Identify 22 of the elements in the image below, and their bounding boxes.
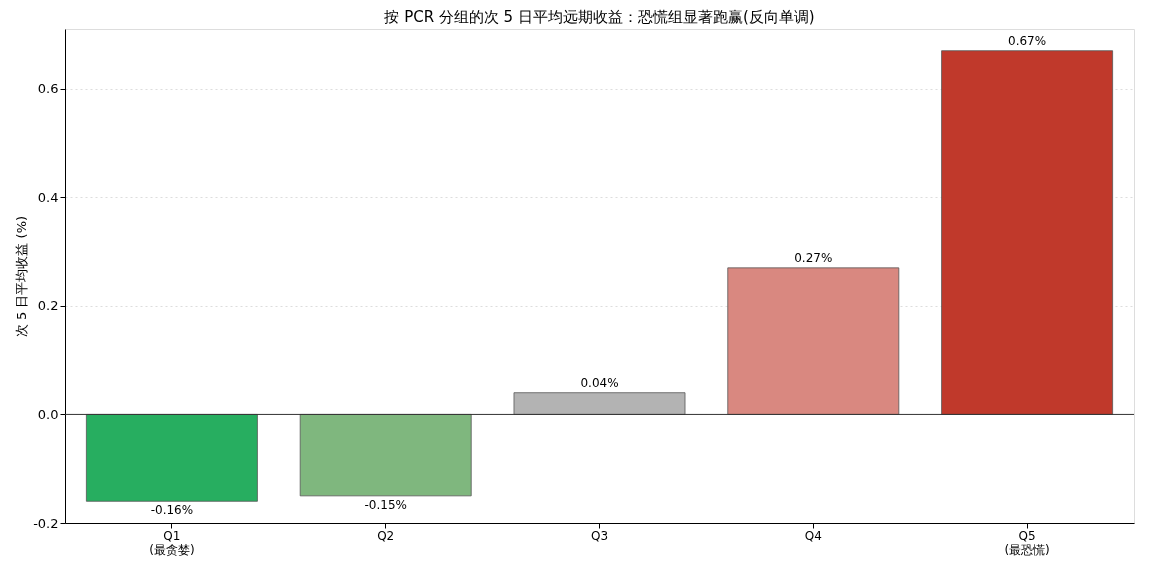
y-tick-label: -0.2 xyxy=(33,515,59,531)
x-tick-label: Q1 (最贪婪) xyxy=(149,528,195,557)
y-tick-label: 0.2 xyxy=(37,298,59,314)
bar xyxy=(513,392,686,415)
y-tick-label: 0.6 xyxy=(37,81,59,97)
x-tick-label: Q2 xyxy=(377,528,395,543)
data-label: 0.67% xyxy=(1008,33,1047,48)
bar xyxy=(727,267,900,415)
data-label: -0.15% xyxy=(364,497,407,512)
data-label: 0.04% xyxy=(580,375,619,390)
bar xyxy=(299,414,472,497)
x-tick-label: Q3 xyxy=(590,528,609,543)
x-tick-label: Q4 xyxy=(804,528,822,543)
bar xyxy=(941,50,1114,415)
data-label: -0.16% xyxy=(150,503,194,518)
bar xyxy=(85,414,258,502)
y-tick-label: 0.0 xyxy=(37,406,59,422)
y-tick-label: 0.4 xyxy=(37,189,59,205)
y-axis-title: 次 5 日平均收益 (%) xyxy=(14,215,30,338)
chart-title: 按 PCR 分组的次 5 日平均远期收益：恐慌组显著跑赢(反向单调) xyxy=(384,8,815,26)
x-tick-label: Q5 (最恐慌) xyxy=(1004,528,1050,557)
data-label: 0.27% xyxy=(794,250,833,265)
